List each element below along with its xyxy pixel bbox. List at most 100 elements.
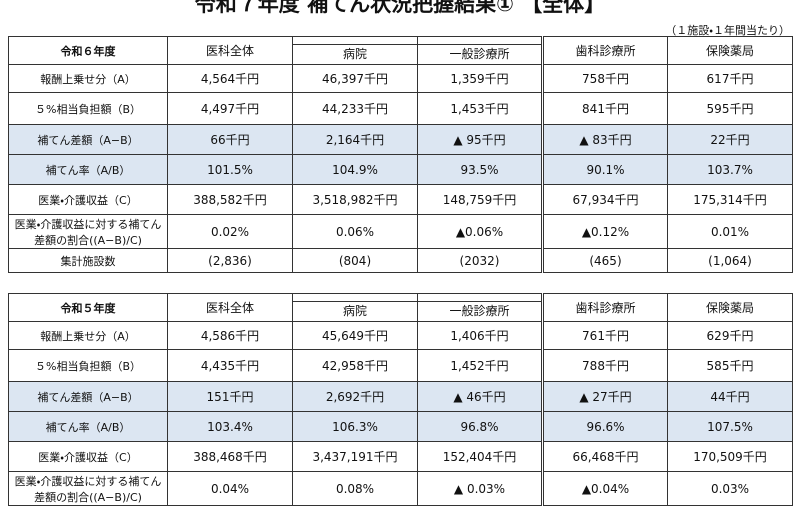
table-row: 医業・介護収益に対する補てん差額の割合((A−B)/C) 0.04% 0.08% ▲ …	[8, 471, 793, 506]
table-row: 報酬上乗せ分（A） 4,586千円 45,649千円 1,406千円 761千円 629千…	[8, 321, 793, 350]
column-header: 医科全体	[167, 293, 293, 322]
cell: (465)	[541, 248, 668, 273]
cell: 152,404千円	[417, 441, 543, 472]
row-label: 集計施設数	[8, 248, 168, 273]
page-title: 令和７年度 補てん状況把握結果① 【全体】	[194, 0, 606, 16]
column-header: 病院	[292, 293, 418, 322]
cell: 151千円	[167, 381, 293, 412]
cell: 4,435千円	[167, 349, 293, 382]
row-label: ５%相当負担額（B）	[8, 92, 168, 125]
cell: 0.06%	[292, 214, 418, 249]
cell: ▲ 27千円	[541, 381, 668, 412]
table-row: 医業・介護収益（C） 388,582千円 3,518,982千円 148,759千円 6…	[8, 184, 793, 215]
cell: 0.08%	[292, 471, 418, 506]
cell: ▲ 0.03%	[417, 471, 543, 506]
cell: ▲0.04%	[541, 471, 668, 506]
cell: ▲0.06%	[417, 214, 543, 249]
cell: 2,692千円	[292, 381, 418, 412]
table-row: ５%相当負担額（B） 4,497千円 44,233千円 1,453千円 841千円 595…	[8, 92, 793, 125]
row-label: ５%相当負担額（B）	[8, 349, 168, 382]
row-label: 補てん差額（A−B）	[8, 381, 168, 412]
cell: (2,836)	[167, 248, 293, 273]
cell: ▲ 83千円	[541, 124, 668, 155]
column-header: 一般診療所	[417, 293, 543, 322]
column-header: 医科全体	[167, 36, 293, 65]
cell: 66,468千円	[541, 441, 668, 472]
data-table: 令和５年度 医科全体 病院 一般診療所 歯科診療所 保険薬局 報酬上乗せ分（A） 4,586千…	[8, 293, 793, 506]
cell: ▲0.12%	[541, 214, 668, 249]
column-header: 令和６年度	[8, 36, 168, 65]
cell: 148,759千円	[417, 184, 543, 215]
cell: 46,397千円	[292, 64, 418, 93]
cell: 104.9%	[292, 154, 418, 185]
row-label: 医業・介護収益に対する補てん差額の割合((A−B)/C)	[8, 471, 168, 506]
cell: (2032)	[417, 248, 543, 273]
table-row: 医業・介護収益に対する補てん差額の割合((A−B)/C) 0.02% 0.06% ▲0…	[8, 214, 793, 249]
column-header-text: 一般診療所	[418, 301, 541, 321]
cell: 388,468千円	[167, 441, 293, 472]
row-label: 医業・介護収益に対する補てん差額の割合((A−B)/C)	[8, 214, 168, 249]
cell: 1,453千円	[417, 92, 543, 125]
table-row: 補てん差額（A−B） 151千円 2,692千円 ▲ 46千円 ▲ 27千円 44千円	[8, 381, 793, 412]
unit-note: （１施設・１年間当たり）	[665, 24, 790, 37]
column-header: 令和５年度	[8, 293, 168, 322]
cell: ▲ 46千円	[417, 381, 543, 412]
cell: 0.03%	[667, 471, 793, 506]
column-header: 病院	[292, 36, 418, 65]
cell: 101.5%	[167, 154, 293, 185]
column-header: 保険薬局	[667, 293, 793, 322]
row-label: 補てん率（A/B）	[8, 411, 168, 442]
cell: 170,509千円	[667, 441, 793, 472]
cell: 595千円	[667, 92, 793, 125]
cell: 1,359千円	[417, 64, 543, 93]
cell: 841千円	[541, 92, 668, 125]
cell: 96.6%	[541, 411, 668, 442]
cell: ▲ 95千円	[417, 124, 543, 155]
column-header: 歯科診療所	[541, 36, 668, 65]
cell: 585千円	[667, 349, 793, 382]
column-header: 歯科診療所	[541, 293, 668, 322]
cell: 4,564千円	[167, 64, 293, 93]
cell: 90.1%	[541, 154, 668, 185]
cell: 388,582千円	[167, 184, 293, 215]
cell: 0.02%	[167, 214, 293, 249]
column-header-text: 病院	[293, 301, 417, 321]
cell: 4,497千円	[167, 92, 293, 125]
cell: 93.5%	[417, 154, 543, 185]
cell: 761千円	[541, 321, 668, 350]
row-label: 補てん差額（A−B）	[8, 124, 168, 155]
cell: 66千円	[167, 124, 293, 155]
cell: 103.7%	[667, 154, 793, 185]
cell: 103.4%	[167, 411, 293, 442]
table-row: ５%相当負担額（B） 4,435千円 42,958千円 1,452千円 788千円 585…	[8, 349, 793, 382]
cell: 42,958千円	[292, 349, 418, 382]
cell: 1,406千円	[417, 321, 543, 350]
row-label: 補てん率（A/B）	[8, 154, 168, 185]
cell: 1,452千円	[417, 349, 543, 382]
cell: 44千円	[667, 381, 793, 412]
cell: 96.8%	[417, 411, 543, 442]
cell: 175,314千円	[667, 184, 793, 215]
cell: 22千円	[667, 124, 793, 155]
table-row: 補てん差額（A−B） 66千円 2,164千円 ▲ 95千円 ▲ 83千円 22千円	[8, 124, 793, 155]
cell: 758千円	[541, 64, 668, 93]
cell: 67,934千円	[541, 184, 668, 215]
cell: 106.3%	[292, 411, 418, 442]
cell: 0.04%	[167, 471, 293, 506]
table-body: 報酬上乗せ分（A） 4,586千円 45,649千円 1,406千円 761千円 629千…	[8, 321, 793, 506]
data-table: 令和６年度 医科全体 病院 一般診療所 歯科診療所 保険薬局 報酬上乗せ分（A） 4,564千…	[8, 36, 793, 273]
cell: 107.5%	[667, 411, 793, 442]
cell: 3,518,982千円	[292, 184, 418, 215]
cell: 3,437,191千円	[292, 441, 418, 472]
table-header: 令和５年度 医科全体 病院 一般診療所 歯科診療所 保険薬局	[8, 293, 793, 322]
column-header: 一般診療所	[417, 36, 543, 65]
header-row: 令和５年度 医科全体 病院 一般診療所 歯科診療所 保険薬局	[8, 293, 793, 322]
header-row: 令和６年度 医科全体 病院 一般診療所 歯科診療所 保険薬局	[8, 36, 793, 65]
table-row: 報酬上乗せ分（A） 4,564千円 46,397千円 1,359千円 758千円 617千…	[8, 64, 793, 93]
table-row: 補てん率（A/B） 103.4% 106.3% 96.8% 96.6% 107.5%	[8, 411, 793, 442]
column-header-text: 病院	[293, 44, 417, 64]
cell: 788千円	[541, 349, 668, 382]
cell: 629千円	[667, 321, 793, 350]
table-row: 医業・介護収益（C） 388,468千円 3,437,191千円 152,404千円 6…	[8, 441, 793, 472]
